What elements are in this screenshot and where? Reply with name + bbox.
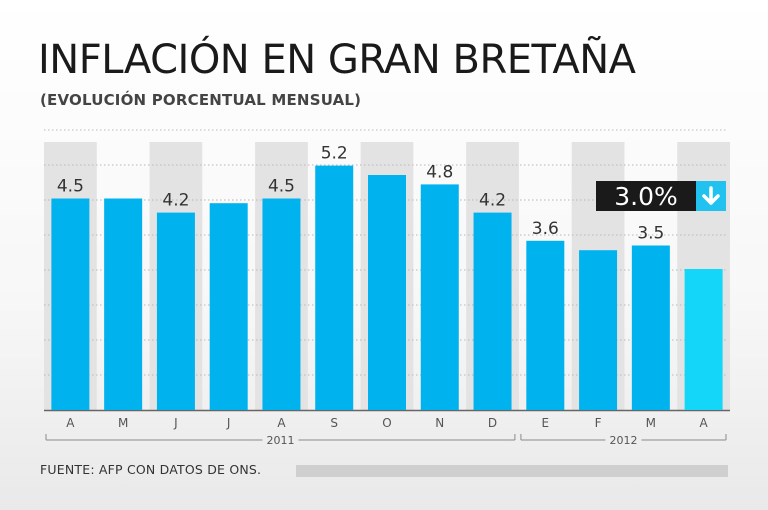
chart-subtitle: (EVOLUCIÓN PORCENTUAL MENSUAL) xyxy=(40,91,362,109)
x-tick-label: F xyxy=(595,416,602,430)
data-label: 5.2 xyxy=(321,144,348,164)
bar xyxy=(579,250,618,410)
data-label: 4.2 xyxy=(479,191,506,211)
data-label: 3.6 xyxy=(532,219,559,239)
data-label: 4.5 xyxy=(57,177,84,197)
year-label: 2011 xyxy=(266,434,294,447)
x-tick-label: A xyxy=(277,416,286,430)
bar xyxy=(209,203,248,410)
x-tick-label: A xyxy=(66,416,75,430)
x-tick-label: J xyxy=(173,416,178,430)
bar xyxy=(526,240,565,410)
source-decor-bar xyxy=(296,465,728,477)
x-tick-label: M xyxy=(118,416,128,430)
x-tick-label: O xyxy=(382,416,391,430)
x-tick-label: A xyxy=(700,416,709,430)
source-note: FUENTE: AFP CON DATOS DE ONS. xyxy=(40,462,262,477)
bar xyxy=(420,184,459,410)
bar xyxy=(51,198,90,410)
highlight-value: 3.0% xyxy=(614,182,678,211)
highlight-badge xyxy=(596,181,696,211)
data-label: 3.5 xyxy=(637,224,664,244)
bar xyxy=(473,212,512,410)
x-tick-label: E xyxy=(542,416,550,430)
x-tick-label: N xyxy=(435,416,444,430)
x-tick-label: D xyxy=(488,416,497,430)
x-tick-label: J xyxy=(226,416,231,430)
bar xyxy=(684,269,723,410)
chart-title: INFLACIÓN EN GRAN BRETAÑA xyxy=(38,37,636,83)
down-arrow-icon xyxy=(702,186,720,205)
x-tick-label: S xyxy=(330,416,338,430)
x-tick-label: M xyxy=(646,416,656,430)
year-label: 2012 xyxy=(609,434,637,447)
bar xyxy=(368,175,406,410)
bar xyxy=(631,245,670,410)
bar xyxy=(156,212,195,410)
bar xyxy=(104,198,143,410)
data-label: 4.2 xyxy=(162,191,189,211)
bar xyxy=(315,165,354,410)
bar xyxy=(262,198,301,410)
data-label: 4.8 xyxy=(426,162,453,182)
data-label: 4.5 xyxy=(268,177,295,197)
